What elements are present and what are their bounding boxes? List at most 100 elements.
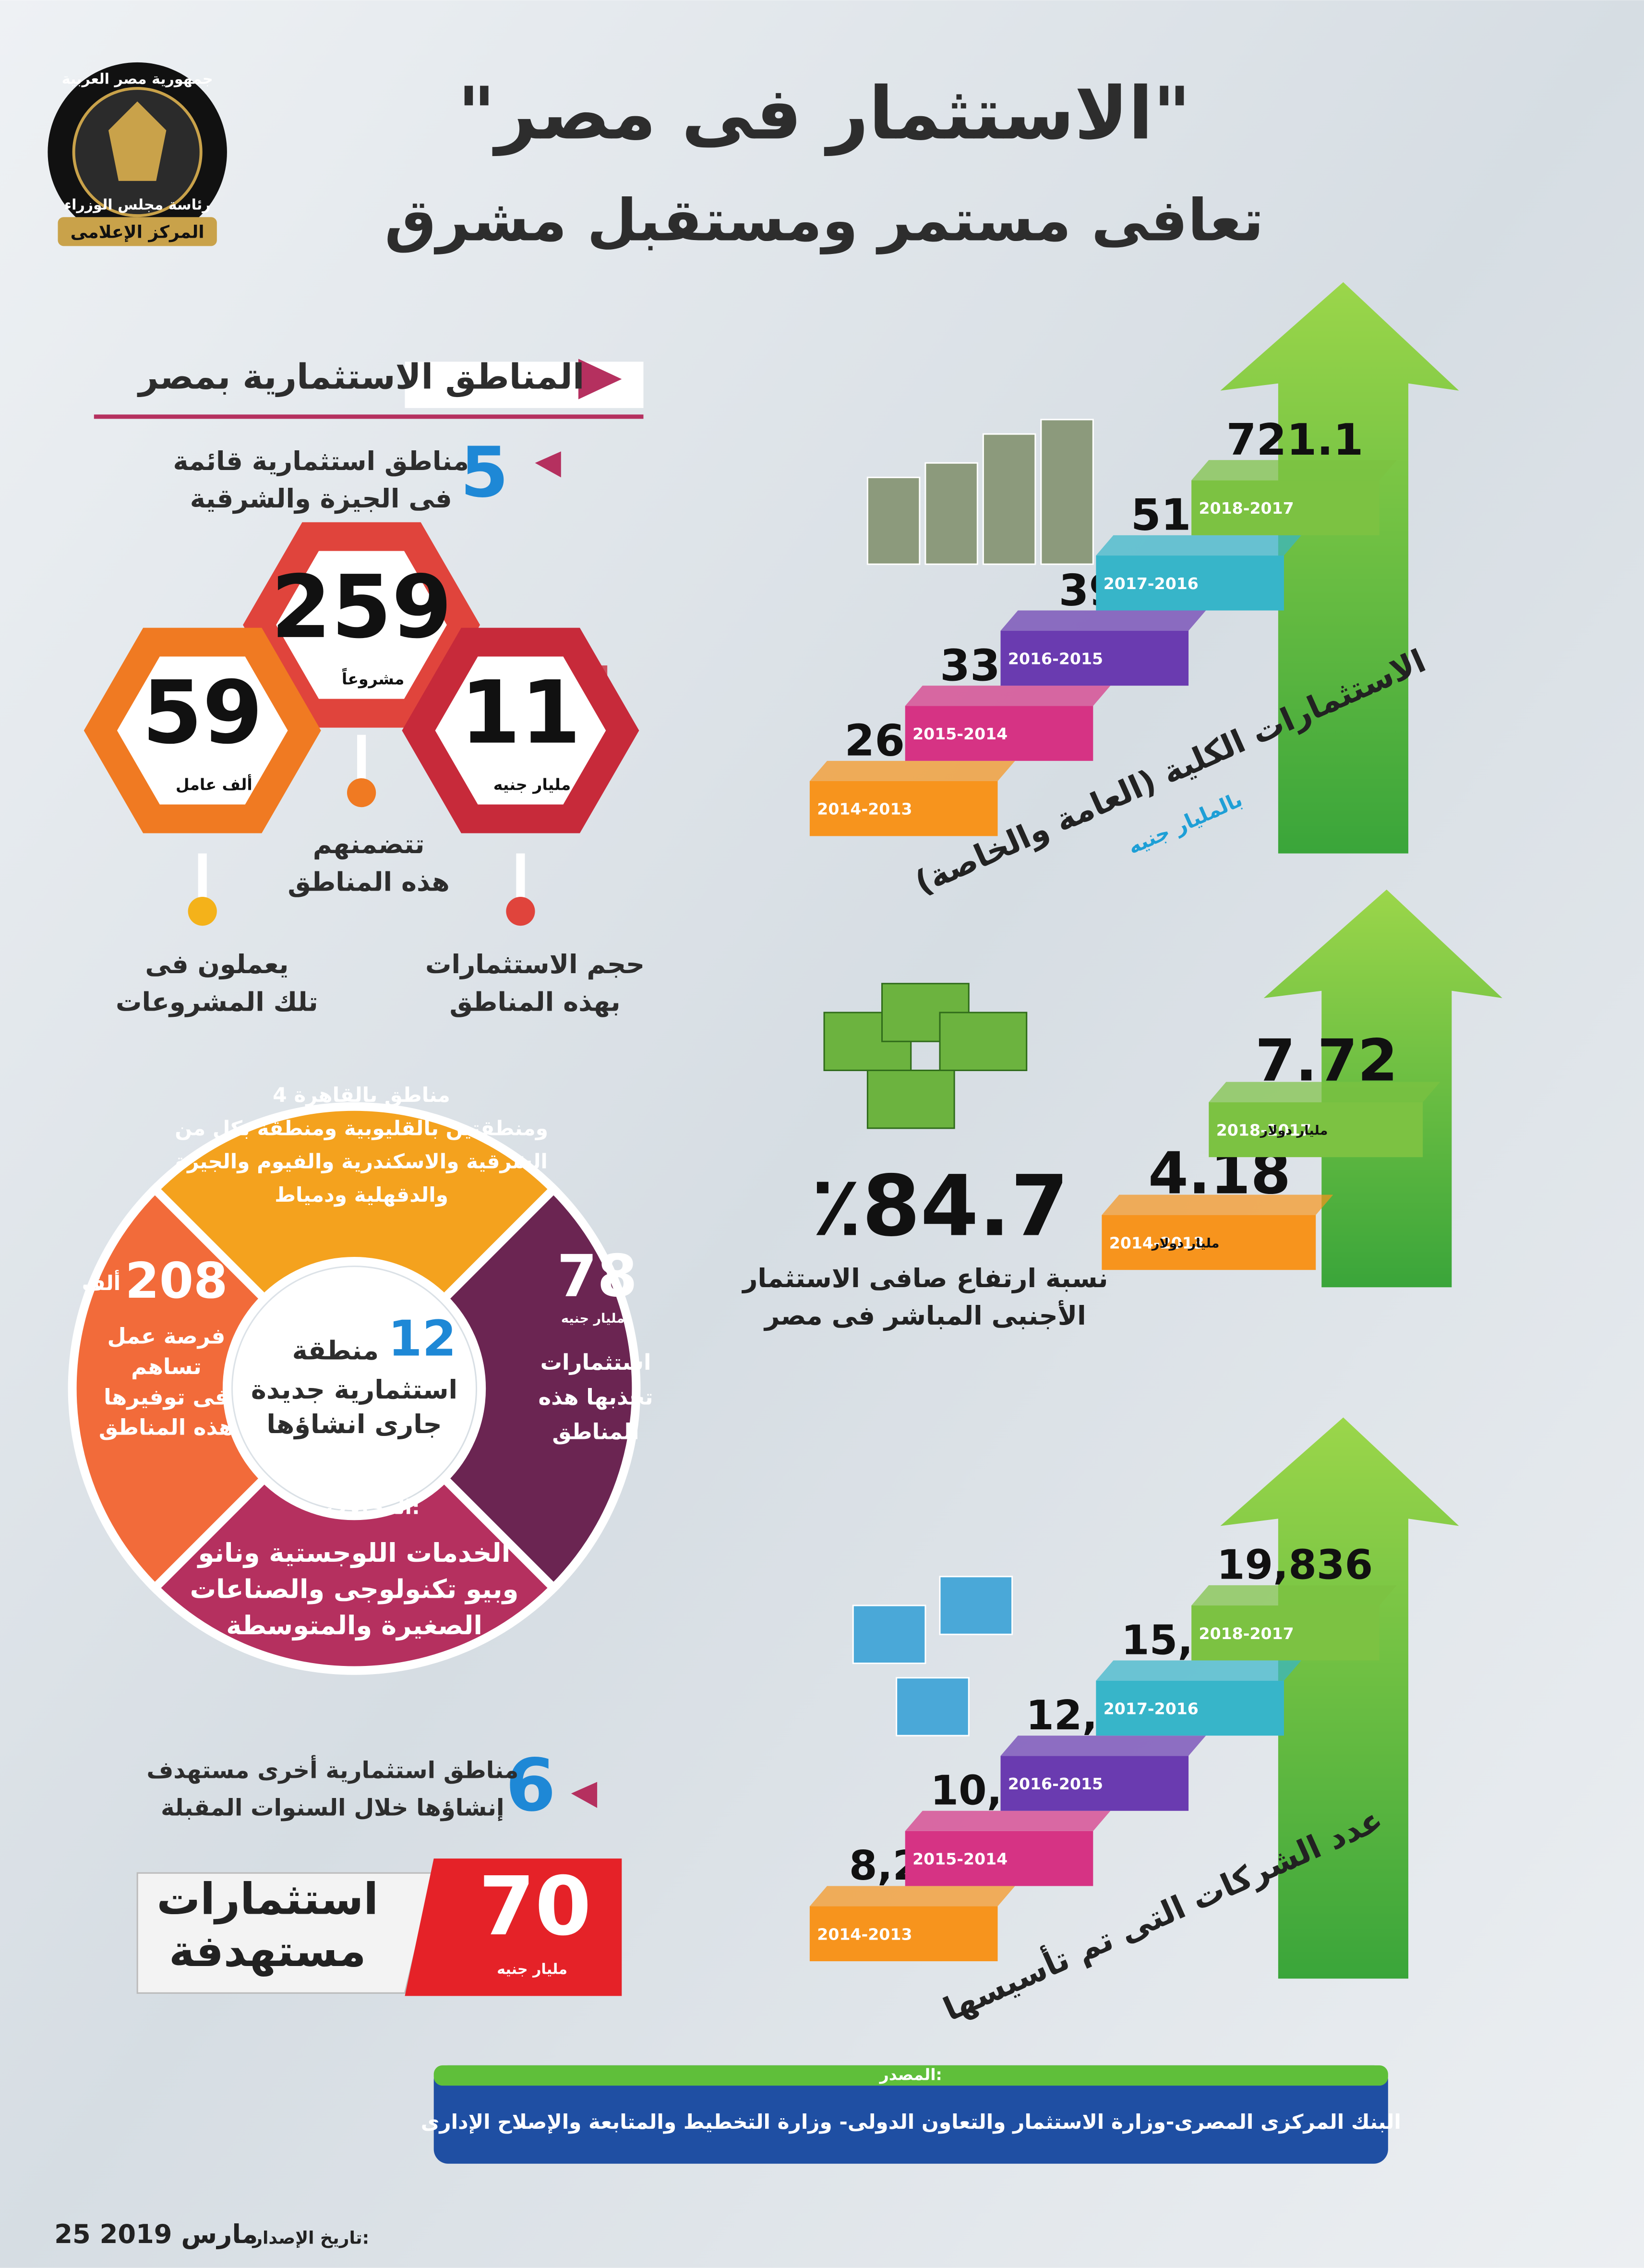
source-box xyxy=(433,2065,1388,2164)
donut-segment xyxy=(68,1183,271,1594)
text-line: والدقهلية ودمياط xyxy=(275,1183,448,1207)
step xyxy=(905,706,1093,761)
text-line: مستهدفة xyxy=(169,1926,366,1977)
period: 2018-2017 xyxy=(1216,1121,1311,1139)
donut-center xyxy=(232,1267,476,1510)
subtitle: تعافى مستمر ومستقبل مشرق xyxy=(384,187,1264,254)
text-line: تجذبها هذه xyxy=(538,1384,653,1410)
hexagon-inner xyxy=(435,656,606,805)
money-stack xyxy=(939,1012,1028,1071)
target-value-box xyxy=(405,1858,622,1996)
unit: ألف xyxy=(82,1270,120,1295)
step xyxy=(1191,480,1380,535)
logo-text: المركز الإعلامى xyxy=(71,221,204,242)
step xyxy=(1096,1680,1284,1736)
target-box xyxy=(136,1872,435,1994)
heading-arrow xyxy=(578,359,622,399)
big-number: 11 xyxy=(460,662,581,763)
unit: ألف عامل xyxy=(176,774,252,794)
step-top xyxy=(905,1810,1111,1831)
period: 2014-2013 xyxy=(817,1925,912,1943)
money-stack xyxy=(982,433,1036,565)
step xyxy=(809,781,998,836)
unit: مليار جنيه xyxy=(493,775,571,794)
pointer xyxy=(571,1782,598,1808)
caption: تلك المشروعات xyxy=(116,987,318,1017)
period: 2016-2015 xyxy=(1008,649,1103,668)
period: 2015-2014 xyxy=(912,724,1008,743)
big-number: 259 xyxy=(271,556,452,658)
step xyxy=(1000,630,1189,686)
text-line: وبيو تكنولوجى والصناعات xyxy=(190,1574,519,1604)
date-label: تاريخ الإصدار: xyxy=(252,2227,369,2248)
section-heading: المناطق الاستثمارية بمصر xyxy=(137,357,584,398)
caption: تتضمنهم xyxy=(313,829,425,859)
dot xyxy=(506,896,535,926)
period: 2014-2013 xyxy=(817,800,912,819)
value: 19,836 xyxy=(1217,1542,1373,1589)
step xyxy=(1096,555,1284,611)
text-line: استثمارية جديدة xyxy=(251,1375,457,1405)
step xyxy=(905,1831,1093,1886)
money-stack xyxy=(866,476,921,565)
caption: حجم الاستثمارات xyxy=(425,949,645,979)
logo-eagle xyxy=(108,101,167,181)
value: 721.1 xyxy=(1226,415,1364,465)
period: 2017-2016 xyxy=(1104,574,1199,593)
unit: مشروعاً xyxy=(342,667,404,688)
growth-arrow xyxy=(1220,282,1459,854)
caption: هذه المناطق xyxy=(288,867,450,897)
dot xyxy=(347,778,376,808)
office-icon xyxy=(852,1604,926,1665)
text-line: مناطق استثمارية أخرى مستهدف xyxy=(146,1755,518,1784)
big-number: 208 xyxy=(125,1253,228,1310)
money-stack xyxy=(924,462,978,565)
text-line: استثمارات xyxy=(540,1350,651,1375)
step xyxy=(1191,1605,1380,1661)
step-top xyxy=(1102,1194,1333,1215)
dot xyxy=(188,896,217,926)
period: 2018-2017 xyxy=(1199,1624,1294,1643)
step-top xyxy=(1000,1736,1206,1756)
text-line: ومنطقتين بالقليوبية ومنطقة بكل من xyxy=(175,1116,548,1140)
text-line: تساهم xyxy=(131,1354,202,1379)
text-line: هذه المناطق xyxy=(99,1415,234,1440)
source-band xyxy=(433,2065,1388,2086)
text-line: 4 مناطق بالقاهرة xyxy=(273,1083,450,1107)
source: البنك المركزى المصرى-وزارة الاستثمار وال… xyxy=(421,2110,1401,2134)
step xyxy=(809,1906,998,1962)
text-line: فى توفيرها xyxy=(104,1384,229,1410)
period: 2015-2014 xyxy=(912,1850,1008,1869)
growth-arrow xyxy=(1220,1417,1459,1979)
big-number: ٪84.7 xyxy=(811,1158,1069,1255)
donut-segment xyxy=(438,1183,641,1594)
unit: مليار دولار xyxy=(1151,1236,1220,1251)
source-label: المصدر: xyxy=(879,2065,942,2084)
step-top xyxy=(1096,535,1302,556)
text-line: الشرقية والاسكندرية والفيوم والجيزة xyxy=(175,1150,548,1174)
text-line: الخدمات اللوجستية ونانو xyxy=(197,1538,511,1568)
text-line: منطقة xyxy=(292,1336,379,1366)
text-line: مناطق استثمارية قائمة xyxy=(173,446,469,476)
text-line: استثمارات xyxy=(156,1874,378,1924)
pointer xyxy=(535,451,561,478)
period: 2016-2015 xyxy=(1008,1774,1103,1793)
step-top xyxy=(1000,610,1206,631)
money-stack xyxy=(866,1069,955,1129)
value: 7.72 xyxy=(1255,1027,1398,1095)
text-line: فرصة عمل xyxy=(107,1324,225,1349)
logo-text: رئاسة مجلس الوزراء xyxy=(64,197,211,214)
text-line: المجالات: xyxy=(326,1496,420,1519)
text-line: جارى انشاؤها xyxy=(266,1409,442,1439)
big-number: 5 xyxy=(460,433,509,513)
title: "الاستثمار فى مصر" xyxy=(457,71,1190,156)
logo-text: جمهورية مصر العربية xyxy=(62,71,213,88)
date: 25 مارس 2019 xyxy=(54,2219,258,2249)
step xyxy=(1000,1756,1189,1811)
step-top xyxy=(905,686,1111,706)
big-number: 70 xyxy=(479,1859,591,1954)
office-icon xyxy=(896,1677,970,1737)
big-number: 78 xyxy=(557,1243,637,1310)
step-top xyxy=(1096,1660,1302,1681)
caption: بهذه المناطق xyxy=(450,987,621,1017)
